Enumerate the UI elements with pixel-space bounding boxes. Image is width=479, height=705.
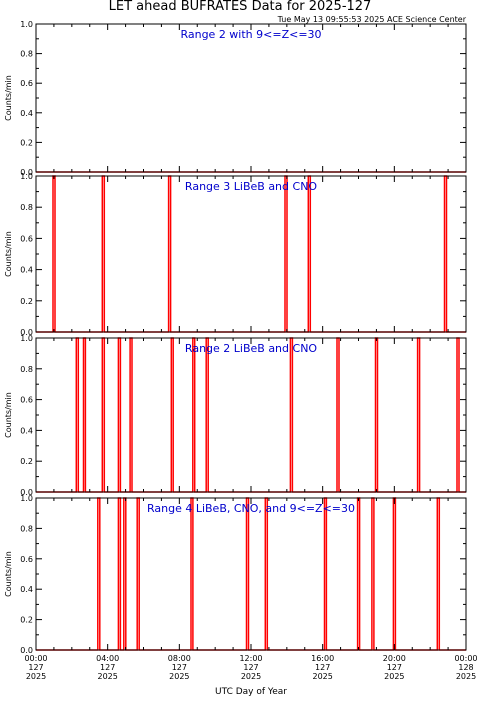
y-axis-label: Counts/min	[4, 551, 13, 597]
y-tick-label: 0.2	[20, 297, 33, 306]
x-tick-label: 127	[100, 663, 115, 672]
x-tick-label: 127	[172, 663, 187, 672]
series-line	[36, 497, 466, 651]
y-axis-label: Counts/min	[4, 392, 13, 438]
y-tick-label: 1.0	[20, 20, 33, 29]
series-line	[36, 337, 466, 493]
y-tick-label: 1.0	[20, 494, 33, 503]
generation-timestamp: Tue May 13 09:55:53 2025 ACE Science Cen…	[277, 15, 467, 24]
panel-1: 0.0 0.2 0.4 0.6 0.8 1.0 Counts/min Range 2 with…	[4, 20, 467, 177]
y-tick-label: 0.8	[20, 365, 33, 374]
plot-frame	[35, 337, 467, 493]
y-tick-label: 0.6	[20, 79, 33, 88]
x-tick-label: 127	[315, 663, 330, 672]
x-tick-label: 2025	[312, 672, 332, 681]
x-tick-label: 00:00	[454, 654, 477, 663]
y-tick-label: 0.2	[20, 457, 33, 466]
panel-3: 0.0 0.2 0.4 0.6 0.8 1.0 Counts/min Range 2 LiBe…	[4, 334, 467, 497]
x-tick-label: 08:00	[168, 654, 191, 663]
x-tick-label: 127	[387, 663, 402, 672]
x-tick-label: 00:00	[24, 654, 47, 663]
panel-title: Range 2 LiBeB and CNO	[185, 342, 317, 355]
x-axis-tick-labels: 00:00127202504:00127202508:00127202512:0…	[24, 654, 477, 681]
x-tick-label: 2025	[169, 672, 189, 681]
y-tick-label: 1.0	[20, 172, 33, 181]
y-tick-label: 0.6	[20, 396, 33, 405]
y-tick-label: 1.0	[20, 334, 33, 343]
x-tick-label: 2025	[97, 672, 117, 681]
panel-title: Range 4 LiBeB, CNO, and 9<=Z<=30	[147, 502, 355, 515]
y-tick-label: 0.0	[20, 168, 33, 177]
y-tick-label: 0.0	[20, 328, 33, 337]
x-tick-label: 2025	[26, 672, 46, 681]
panel-4: 0.0 0.2 0.4 0.6 0.8 1.0 Counts/min Range 4 LiBe…	[4, 494, 467, 655]
x-tick-label: 16:00	[311, 654, 334, 663]
x-tick-label: 2025	[456, 672, 476, 681]
panel-2: 0.0 0.2 0.4 0.6 0.8 1.0 Counts/min Range 3 LiBe…	[4, 172, 467, 337]
x-axis-label: UTC Day of Year	[215, 687, 287, 697]
x-tick-label: 127	[243, 663, 258, 672]
y-tick-label: 0.6	[20, 234, 33, 243]
x-tick-label: 127	[28, 663, 43, 672]
series-line	[36, 175, 466, 333]
plot-frame	[35, 23, 467, 173]
y-tick-label: 0.2	[20, 138, 33, 147]
y-axis-label: Counts/min	[4, 231, 13, 277]
x-tick-label: 12:00	[239, 654, 262, 663]
y-tick-label: 0.4	[20, 426, 33, 435]
panels-group: 0.0 0.2 0.4 0.6 0.8 1.0 Counts/min Range 2 with…	[4, 20, 467, 655]
y-tick-label: 0.0	[20, 646, 33, 655]
y-tick-label: 0.8	[20, 524, 33, 533]
y-tick-label: 0.8	[20, 50, 33, 59]
y-tick-label: 0.4	[20, 585, 33, 594]
y-tick-label: 0.8	[20, 203, 33, 212]
y-tick-label: 0.6	[20, 555, 33, 564]
x-tick-label: 2025	[384, 672, 404, 681]
plot-frame	[35, 175, 467, 333]
y-tick-label: 0.4	[20, 109, 33, 118]
y-axis-label: Counts/min	[4, 75, 13, 121]
y-tick-label: 0.4	[20, 266, 33, 275]
x-tick-label: 128	[458, 663, 473, 672]
panel-title: Range 3 LiBeB and CNO	[185, 180, 317, 193]
panel-title: Range 2 with 9<=Z<=30	[180, 28, 321, 41]
x-tick-label: 2025	[241, 672, 261, 681]
chart-title: LET ahead BUFRATES Data for 2025-127	[109, 0, 372, 14]
y-tick-label: 0.0	[20, 488, 33, 497]
x-tick-label: 20:00	[383, 654, 406, 663]
y-tick-label: 0.2	[20, 616, 33, 625]
x-tick-label: 04:00	[96, 654, 119, 663]
